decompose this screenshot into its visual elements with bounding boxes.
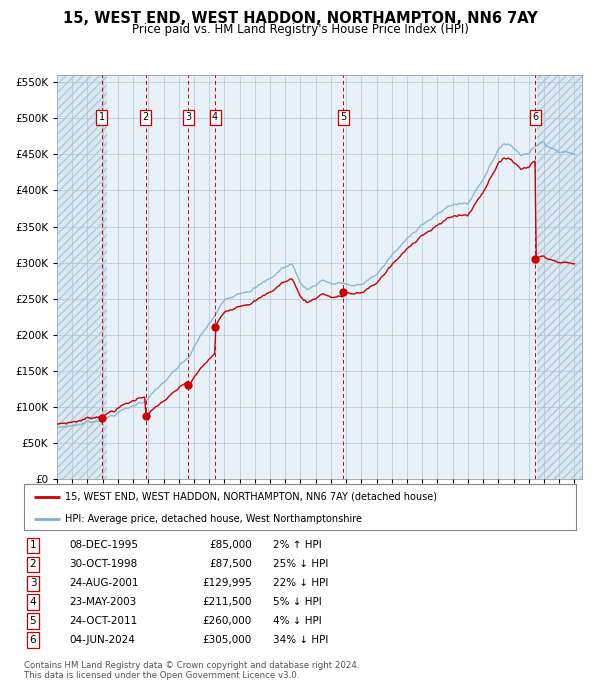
Text: 4% ↓ HPI: 4% ↓ HPI (273, 616, 322, 626)
Text: 2: 2 (29, 559, 37, 569)
Text: 22% ↓ HPI: 22% ↓ HPI (273, 578, 328, 588)
Text: 24-OCT-2011: 24-OCT-2011 (69, 616, 137, 626)
Text: £305,000: £305,000 (203, 635, 252, 645)
Text: 30-OCT-1998: 30-OCT-1998 (69, 559, 137, 569)
Text: £211,500: £211,500 (203, 597, 252, 607)
Text: 15, WEST END, WEST HADDON, NORTHAMPTON, NN6 7AY: 15, WEST END, WEST HADDON, NORTHAMPTON, … (62, 11, 538, 26)
Text: 08-DEC-1995: 08-DEC-1995 (69, 541, 138, 550)
Text: 2: 2 (143, 112, 149, 122)
Text: 34% ↓ HPI: 34% ↓ HPI (273, 635, 328, 645)
Text: 15, WEST END, WEST HADDON, NORTHAMPTON, NN6 7AY (detached house): 15, WEST END, WEST HADDON, NORTHAMPTON, … (65, 492, 437, 502)
Text: HPI: Average price, detached house, West Northamptonshire: HPI: Average price, detached house, West… (65, 514, 362, 524)
Text: 04-JUN-2024: 04-JUN-2024 (69, 635, 135, 645)
Text: 3: 3 (29, 578, 37, 588)
Text: £260,000: £260,000 (203, 616, 252, 626)
Text: £87,500: £87,500 (209, 559, 252, 569)
Text: 6: 6 (532, 112, 538, 122)
Text: 5: 5 (340, 112, 346, 122)
Bar (57, 75, 107, 479)
Text: 4: 4 (212, 112, 218, 122)
Text: 25% ↓ HPI: 25% ↓ HPI (273, 559, 328, 569)
Text: 24-AUG-2001: 24-AUG-2001 (69, 578, 139, 588)
Text: 4: 4 (29, 597, 37, 607)
Text: 5% ↓ HPI: 5% ↓ HPI (273, 597, 322, 607)
Text: 2% ↑ HPI: 2% ↑ HPI (273, 541, 322, 550)
Text: This data is licensed under the Open Government Licence v3.0.: This data is licensed under the Open Gov… (24, 671, 299, 680)
Text: 6: 6 (29, 635, 37, 645)
Text: £129,995: £129,995 (202, 578, 252, 588)
Text: 1: 1 (29, 541, 37, 550)
Text: 23-MAY-2003: 23-MAY-2003 (69, 597, 136, 607)
Text: Contains HM Land Registry data © Crown copyright and database right 2024.: Contains HM Land Registry data © Crown c… (24, 661, 359, 670)
Text: 3: 3 (185, 112, 191, 122)
Text: Price paid vs. HM Land Registry's House Price Index (HPI): Price paid vs. HM Land Registry's House … (131, 23, 469, 36)
Bar (537, 75, 582, 479)
Text: £85,000: £85,000 (209, 541, 252, 550)
Text: 1: 1 (98, 112, 104, 122)
Text: 5: 5 (29, 616, 37, 626)
